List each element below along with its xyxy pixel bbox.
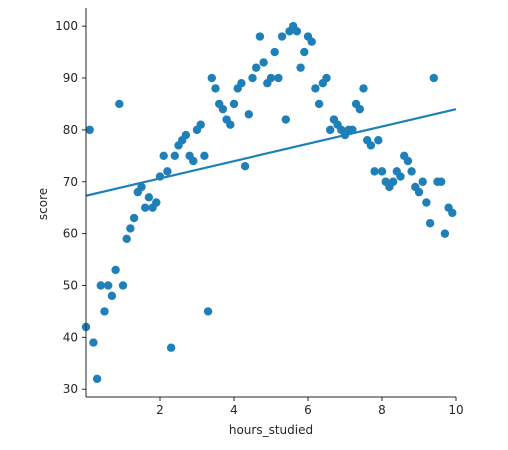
data-point	[322, 73, 331, 83]
data-point	[218, 104, 228, 114]
data-point	[422, 198, 431, 207]
data-point	[111, 265, 120, 275]
data-point	[277, 32, 287, 41]
data-point	[259, 58, 268, 67]
y-tick-label: 60	[63, 227, 78, 241]
data-point	[396, 172, 405, 181]
data-point	[170, 151, 179, 161]
x-axis: 2 4 6 8 10	[86, 396, 464, 417]
data-point	[414, 187, 424, 197]
data-point	[85, 125, 94, 135]
data-point	[407, 167, 416, 176]
data-point	[429, 73, 438, 83]
data-point	[122, 234, 131, 244]
data-point	[252, 63, 261, 72]
data-point	[440, 229, 450, 238]
data-point	[425, 219, 435, 228]
data-point	[207, 73, 216, 83]
data-point	[418, 177, 427, 186]
data-point	[141, 203, 150, 212]
regression-line	[85, 108, 457, 197]
data-point	[240, 161, 250, 171]
data-point	[437, 177, 446, 186]
data-point	[355, 104, 364, 114]
data-point	[203, 307, 213, 316]
data-point	[292, 27, 302, 36]
data-point	[359, 84, 368, 93]
data-point	[189, 156, 198, 166]
data-point	[137, 182, 146, 192]
data-point	[248, 73, 257, 83]
data-point	[129, 213, 139, 223]
data-point	[244, 110, 253, 119]
data-point	[107, 291, 117, 301]
x-tick-label: 8	[378, 403, 386, 417]
data-point	[200, 151, 209, 161]
data-point	[296, 63, 305, 72]
data-point	[100, 307, 109, 316]
data-point	[144, 193, 154, 202]
data-point	[388, 177, 398, 186]
x-tick-label: 2	[156, 403, 164, 417]
x-axis-label: hours_studied	[229, 423, 313, 437]
data-point	[366, 141, 376, 150]
data-point	[92, 374, 102, 384]
data-point	[403, 156, 413, 166]
y-tick-label: 70	[63, 175, 78, 189]
data-point	[237, 79, 246, 88]
data-point	[270, 47, 279, 57]
y-tick-label: 30	[63, 382, 78, 396]
data-point	[377, 167, 387, 176]
data-point	[104, 281, 113, 290]
x-tick-label: 10	[448, 403, 463, 417]
data-point	[211, 84, 220, 93]
y-tick-label: 90	[63, 71, 78, 85]
data-point	[255, 32, 265, 41]
data-point	[115, 99, 124, 109]
data-point	[196, 120, 205, 129]
data-point	[126, 224, 135, 233]
y-axis: 30 40 50 60 70 80 90 100	[55, 8, 87, 397]
data-point	[181, 130, 191, 140]
data-point	[229, 99, 239, 109]
data-point	[89, 338, 98, 347]
data-point	[370, 167, 379, 176]
data-point	[300, 47, 309, 57]
data-point	[226, 120, 235, 129]
data-point	[314, 99, 324, 109]
x-tick-label: 4	[230, 403, 238, 417]
x-tick-label: 6	[304, 403, 312, 417]
data-point	[118, 281, 128, 290]
data-point	[281, 115, 290, 124]
data-point	[448, 208, 457, 218]
data-point	[326, 125, 335, 135]
y-tick-label: 100	[55, 19, 78, 33]
data-point	[274, 73, 283, 83]
data-point	[163, 167, 172, 176]
y-axis-label: score	[36, 188, 50, 220]
data-point	[96, 281, 106, 290]
data-point	[374, 136, 383, 145]
data-point	[311, 84, 320, 93]
data-point	[159, 151, 168, 161]
plot-points-group	[81, 21, 457, 384]
data-point	[307, 37, 316, 46]
y-tick-label: 50	[63, 278, 78, 292]
data-point	[166, 343, 176, 352]
data-point	[266, 73, 276, 83]
y-tick-label: 80	[63, 123, 78, 137]
data-point	[152, 198, 161, 207]
y-tick-label: 40	[63, 330, 78, 344]
